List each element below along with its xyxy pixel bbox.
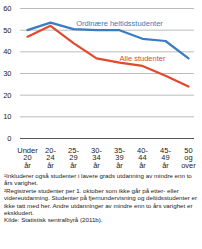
svg-text:35-39år: 35-39år (114, 146, 125, 170)
html-text:¹Inkluderer også studenter i l: ¹Inkluderer også studenter i lavere grad… (4, 172, 192, 187)
svg-text:30: 30 (3, 69, 11, 78)
svg-text:40-44år: 40-44år (137, 146, 148, 170)
svg-text:Under20år: Under20år (17, 146, 38, 170)
html-text:Kilde: Statistisk sentralbyrå: Kilde: Statistisk sentralbyrå (2011b). (4, 216, 103, 224)
svg-text:50: 50 (3, 26, 11, 35)
svg-text:0: 0 (7, 134, 11, 143)
svg-text:25-29år: 25-29år (68, 146, 79, 170)
html-text:²Registrerte studenter per 1.: ²Registrerte studenter per 1. oktober so… (4, 186, 197, 216)
svg-text:45-49år: 45-49år (160, 146, 171, 170)
svg-text:50ogover: 50ogover (181, 146, 196, 170)
svg-text:60: 60 (3, 4, 11, 13)
svg-text:10: 10 (3, 112, 11, 121)
svg-text:Ordinære heltidsstudenter: Ordinære heltidsstudenter (76, 19, 163, 28)
svg-text:20: 20 (3, 91, 11, 100)
svg-text:Alle studenter: Alle studenter (120, 54, 166, 63)
svg-text:30-34år: 30-34år (91, 146, 102, 170)
svg-text:20-24år: 20-24år (45, 146, 56, 170)
svg-text:40: 40 (3, 47, 11, 56)
